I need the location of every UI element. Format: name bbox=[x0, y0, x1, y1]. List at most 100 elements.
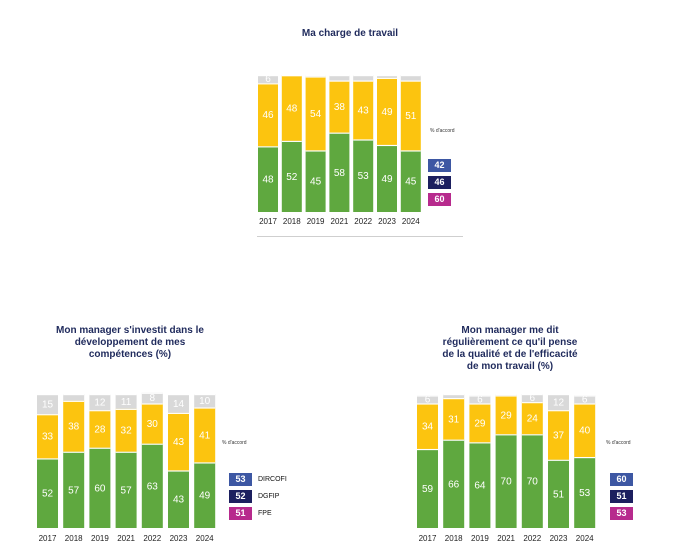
segment-gap bbox=[469, 395, 491, 397]
segment-gap bbox=[37, 458, 58, 460]
bar-value-label: 52 bbox=[286, 172, 298, 183]
segment-gap bbox=[141, 443, 163, 445]
bar-segment-2024-1 bbox=[574, 403, 596, 457]
bar-value-label: 6 bbox=[265, 74, 271, 85]
bar-value-label: 24 bbox=[527, 414, 539, 425]
segment-gap bbox=[168, 412, 189, 414]
bar-segment-2018-2 bbox=[63, 394, 85, 401]
comparison-badge-2: 51 bbox=[610, 490, 633, 503]
segment-gap bbox=[469, 442, 491, 444]
segment-gap bbox=[194, 394, 216, 396]
segment-gap bbox=[89, 447, 111, 449]
bar-segment-2021-0 bbox=[495, 434, 517, 528]
segment-gap bbox=[115, 451, 137, 453]
segment-gap bbox=[574, 395, 596, 397]
segment-gap bbox=[89, 394, 111, 396]
bar-value-label: 70 bbox=[527, 477, 539, 488]
bar-segment-2017-0 bbox=[37, 458, 58, 528]
chart-title-line: développement de mes bbox=[74, 337, 186, 348]
bar-value-label: 48 bbox=[286, 103, 298, 114]
segment-gap bbox=[400, 75, 421, 77]
bar-value-label: 45 bbox=[310, 177, 322, 188]
segment-gap bbox=[353, 80, 374, 82]
segment-gap bbox=[115, 394, 137, 396]
x-tick-label: 2021 bbox=[117, 534, 135, 543]
bar-segment-2023-2 bbox=[377, 75, 397, 78]
bar-segment-2024-2 bbox=[194, 394, 216, 408]
bar-value-label: 37 bbox=[553, 430, 565, 441]
segment-gap bbox=[281, 140, 302, 142]
x-tick-label: 2022 bbox=[354, 217, 372, 226]
chart-title: Mon manager s'investit dans le développe… bbox=[30, 325, 230, 361]
segment-gap bbox=[417, 448, 438, 451]
bar-value-label: 53 bbox=[579, 488, 591, 499]
bar-segment-2024-0 bbox=[574, 456, 596, 528]
bar-value-label: 15 bbox=[42, 400, 54, 411]
bar-segment-2021-1 bbox=[329, 80, 350, 133]
x-tick-label: 2019 bbox=[307, 217, 325, 226]
bar-value-label: 41 bbox=[199, 430, 211, 441]
bar-segment-2024-0 bbox=[400, 150, 421, 212]
x-tick-label: 2024 bbox=[402, 217, 420, 226]
bar-segment-2017-1 bbox=[417, 403, 438, 449]
segment-gap bbox=[443, 398, 465, 400]
bar-value-label: 58 bbox=[334, 168, 346, 179]
bar-value-label: 49 bbox=[199, 491, 211, 502]
bar-segment-2023-2 bbox=[548, 394, 569, 411]
bar-segment-2019-1 bbox=[89, 410, 111, 448]
x-tick-label: 2023 bbox=[378, 217, 396, 226]
segment-gap bbox=[400, 80, 421, 82]
bar-value-label: 11 bbox=[121, 397, 132, 408]
bar-segment-2024-2 bbox=[574, 395, 596, 404]
segment-gap bbox=[548, 410, 569, 412]
x-tick-label: 2023 bbox=[550, 534, 568, 543]
segment-gap bbox=[305, 75, 326, 77]
segment-gap bbox=[495, 395, 517, 397]
bar-value-label: 51 bbox=[405, 111, 417, 122]
bar-segment-2021-0 bbox=[329, 132, 350, 212]
comparison-badge-1: 60 bbox=[610, 473, 633, 486]
comparison-badge-dircofi: 53 bbox=[229, 473, 252, 486]
bar-value-label: 52 bbox=[42, 489, 54, 500]
bar-segment-2022-2 bbox=[353, 75, 374, 81]
bar-segment-2022-2 bbox=[521, 394, 543, 403]
bar-segment-2021-1 bbox=[115, 408, 137, 452]
segment-gap bbox=[417, 395, 438, 397]
bar-value-label: 49 bbox=[381, 174, 393, 185]
bar-value-label: 6 bbox=[530, 393, 536, 404]
x-tick-label: 2018 bbox=[65, 534, 83, 543]
comparison-badge-1: 42 bbox=[428, 159, 451, 172]
bar-value-label: 64 bbox=[474, 481, 486, 492]
segment-gap bbox=[194, 407, 216, 409]
bar-segment-2018-2 bbox=[443, 394, 465, 399]
bar-segment-2019-2 bbox=[469, 395, 491, 404]
segment-gap bbox=[353, 139, 374, 141]
segment-gap bbox=[37, 414, 58, 416]
bar-value-label: 49 bbox=[381, 107, 393, 118]
chart-title-line: de mon travail (%) bbox=[466, 361, 554, 372]
segment-gap bbox=[400, 150, 421, 152]
bar-segment-2017-0 bbox=[258, 146, 278, 212]
bar-segment-2022-1 bbox=[521, 402, 543, 435]
bar-value-label: 10 bbox=[199, 396, 211, 407]
bar-value-label: 38 bbox=[68, 422, 80, 433]
bar-segment-2024-2 bbox=[400, 75, 421, 81]
bar-segment-2024-0 bbox=[194, 462, 216, 528]
segment-gap bbox=[417, 403, 438, 405]
bar-value-label: 63 bbox=[147, 481, 159, 492]
bar-segment-2017-1 bbox=[258, 83, 278, 147]
bar-segment-2023-1 bbox=[377, 77, 397, 145]
bar-value-label: 43 bbox=[358, 105, 370, 116]
bar-value-label: 31 bbox=[448, 414, 460, 425]
bar-value-label: 29 bbox=[501, 410, 513, 421]
bar-segment-2019-1 bbox=[469, 403, 491, 443]
bar-value-label: 34 bbox=[422, 422, 434, 433]
chart-title: Ma charge de travail bbox=[250, 28, 450, 40]
segment-gap bbox=[89, 410, 111, 412]
segment-gap bbox=[258, 83, 278, 85]
x-tick-label: 2017 bbox=[419, 534, 437, 543]
segment-gap bbox=[574, 456, 596, 459]
